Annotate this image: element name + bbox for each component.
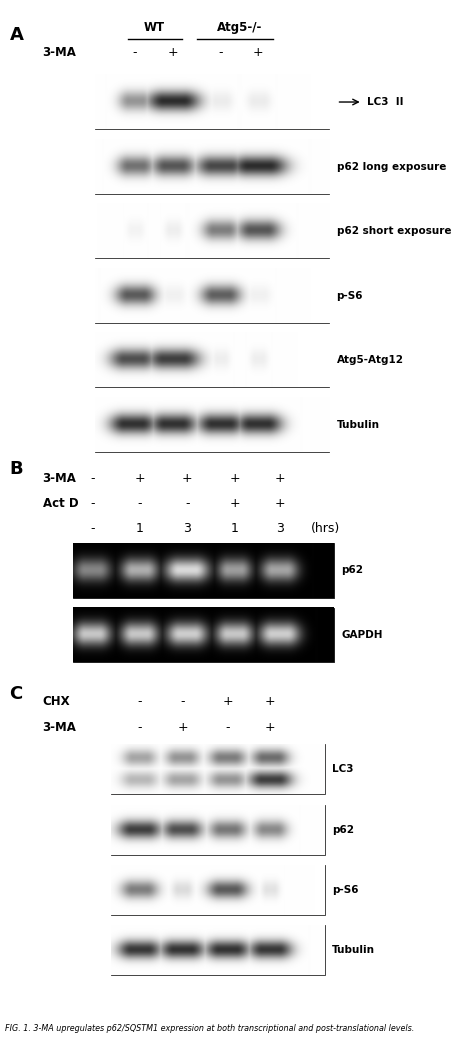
Text: -: - bbox=[90, 498, 95, 510]
Text: (hrs): (hrs) bbox=[310, 523, 340, 535]
Bar bbox=[111, 805, 325, 855]
Text: B: B bbox=[9, 460, 23, 478]
Text: -: - bbox=[137, 695, 142, 708]
Text: Atg5-/-: Atg5-/- bbox=[217, 22, 262, 34]
Text: -: - bbox=[133, 46, 137, 58]
Text: C: C bbox=[9, 685, 23, 703]
Text: -: - bbox=[180, 695, 185, 708]
Text: Tubulin: Tubulin bbox=[332, 945, 375, 956]
Text: -: - bbox=[225, 721, 230, 734]
Text: GAPDH: GAPDH bbox=[341, 630, 383, 640]
Text: +: + bbox=[265, 721, 275, 734]
Text: p62 long exposure: p62 long exposure bbox=[337, 161, 446, 172]
Bar bbox=[73, 543, 334, 598]
Text: -: - bbox=[90, 523, 95, 535]
Text: 3-MA: 3-MA bbox=[43, 721, 76, 734]
Text: p62: p62 bbox=[341, 565, 363, 576]
Text: CHX: CHX bbox=[43, 695, 70, 708]
Text: Tubulin: Tubulin bbox=[337, 420, 380, 430]
Text: +: + bbox=[229, 473, 240, 485]
Text: FIG. 1. 3-MA upregulates p62/SQSTM1 expression at both transcriptional and post-: FIG. 1. 3-MA upregulates p62/SQSTM1 expr… bbox=[5, 1023, 414, 1033]
Text: -: - bbox=[185, 498, 190, 510]
Text: Atg5-Atg12: Atg5-Atg12 bbox=[337, 355, 403, 365]
Text: p62: p62 bbox=[332, 824, 354, 835]
Text: 3-MA: 3-MA bbox=[43, 46, 76, 58]
Text: 1: 1 bbox=[231, 523, 238, 535]
Text: +: + bbox=[135, 473, 145, 485]
Text: LC3  II: LC3 II bbox=[367, 97, 404, 107]
Text: WT: WT bbox=[144, 22, 164, 34]
Text: p-S6: p-S6 bbox=[337, 290, 363, 301]
Bar bbox=[95, 139, 329, 194]
Bar bbox=[95, 75, 329, 129]
Bar bbox=[95, 269, 329, 323]
Text: -: - bbox=[90, 473, 95, 485]
Text: +: + bbox=[229, 498, 240, 510]
Text: +: + bbox=[177, 721, 188, 734]
Text: -: - bbox=[218, 46, 223, 58]
Text: +: + bbox=[182, 473, 192, 485]
Bar bbox=[73, 608, 334, 662]
Text: +: + bbox=[168, 46, 178, 58]
Text: -: - bbox=[137, 721, 142, 734]
Text: p62 short exposure: p62 short exposure bbox=[337, 226, 451, 236]
Bar bbox=[111, 865, 325, 915]
Text: 3-MA: 3-MA bbox=[43, 473, 76, 485]
Text: +: + bbox=[253, 46, 264, 58]
Bar bbox=[95, 398, 329, 452]
Text: LC3: LC3 bbox=[332, 764, 353, 775]
Bar bbox=[95, 204, 329, 258]
Text: A: A bbox=[9, 26, 23, 44]
Text: -: - bbox=[137, 498, 142, 510]
Text: +: + bbox=[274, 473, 285, 485]
Text: 3: 3 bbox=[276, 523, 283, 535]
Bar bbox=[95, 333, 329, 387]
Text: +: + bbox=[222, 695, 233, 708]
Text: Act D: Act D bbox=[43, 498, 78, 510]
Text: +: + bbox=[274, 498, 285, 510]
Bar bbox=[111, 744, 325, 794]
Text: 3: 3 bbox=[183, 523, 191, 535]
Bar bbox=[111, 925, 325, 975]
Text: p-S6: p-S6 bbox=[332, 885, 358, 895]
Text: +: + bbox=[265, 695, 275, 708]
Text: 1: 1 bbox=[136, 523, 144, 535]
